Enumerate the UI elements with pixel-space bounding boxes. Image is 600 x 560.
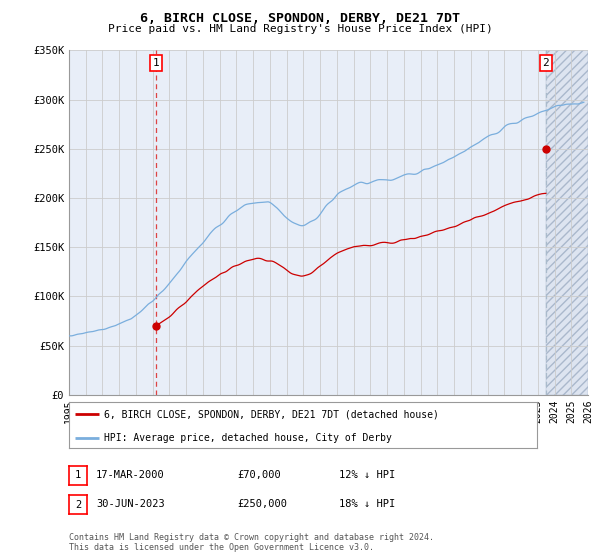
Text: 2: 2	[542, 58, 550, 68]
Text: 1: 1	[75, 470, 81, 480]
Text: 1: 1	[153, 58, 160, 68]
Text: 12% ↓ HPI: 12% ↓ HPI	[339, 470, 395, 480]
Text: Contains HM Land Registry data © Crown copyright and database right 2024.: Contains HM Land Registry data © Crown c…	[69, 533, 434, 542]
Text: 6, BIRCH CLOSE, SPONDON, DERBY, DE21 7DT (detached house): 6, BIRCH CLOSE, SPONDON, DERBY, DE21 7DT…	[104, 409, 439, 419]
Text: 18% ↓ HPI: 18% ↓ HPI	[339, 499, 395, 509]
Text: 30-JUN-2023: 30-JUN-2023	[96, 499, 165, 509]
Text: HPI: Average price, detached house, City of Derby: HPI: Average price, detached house, City…	[104, 433, 392, 443]
Text: 17-MAR-2000: 17-MAR-2000	[96, 470, 165, 480]
Text: £250,000: £250,000	[237, 499, 287, 509]
Text: 2: 2	[75, 500, 81, 510]
Text: £70,000: £70,000	[237, 470, 281, 480]
Text: Price paid vs. HM Land Registry's House Price Index (HPI): Price paid vs. HM Land Registry's House …	[107, 24, 493, 34]
Bar	[546, 50, 588, 395]
Text: 6, BIRCH CLOSE, SPONDON, DERBY, DE21 7DT: 6, BIRCH CLOSE, SPONDON, DERBY, DE21 7DT	[140, 12, 460, 25]
Text: This data is licensed under the Open Government Licence v3.0.: This data is licensed under the Open Gov…	[69, 543, 374, 552]
